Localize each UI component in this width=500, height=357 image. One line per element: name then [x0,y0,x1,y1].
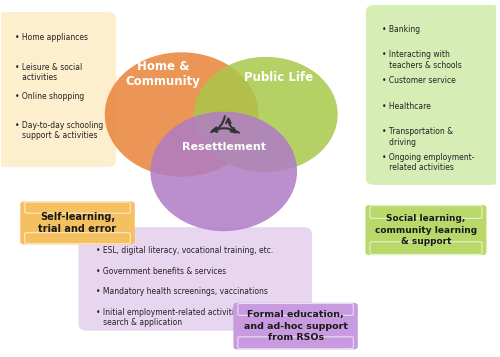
FancyBboxPatch shape [20,201,135,245]
FancyBboxPatch shape [370,242,482,255]
Text: • Mandatory health screenings, vaccinations: • Mandatory health screenings, vaccinati… [96,287,268,296]
Text: • Transportation &
   driving: • Transportation & driving [382,127,453,147]
FancyBboxPatch shape [370,206,482,218]
Text: • Government benefits & services: • Government benefits & services [96,267,226,276]
Text: Self-learning,
trial and error: Self-learning, trial and error [38,212,117,234]
Text: • Customer service: • Customer service [382,76,456,85]
Ellipse shape [150,112,297,231]
Text: • Interacting with
   teachers & schools: • Interacting with teachers & schools [382,50,462,70]
Text: Formal education,
and ad-hoc support
from RSOs: Formal education, and ad-hoc support fro… [244,311,348,342]
Text: • ESL, digital literacy, vocational training, etc.: • ESL, digital literacy, vocational trai… [96,246,274,255]
Text: • Home appliances: • Home appliances [14,34,88,42]
FancyBboxPatch shape [24,233,130,244]
Text: • Banking: • Banking [382,25,420,34]
Text: Home &
Community: Home & Community [126,60,200,87]
FancyBboxPatch shape [238,303,354,315]
Text: • Initial employment-related activities: job
   search & application: • Initial employment-related activities:… [96,308,260,327]
FancyBboxPatch shape [0,12,116,167]
FancyBboxPatch shape [78,227,312,331]
FancyBboxPatch shape [234,303,358,350]
FancyBboxPatch shape [366,205,486,255]
FancyBboxPatch shape [24,202,130,213]
Text: • Online shopping: • Online shopping [14,92,84,101]
Ellipse shape [194,57,338,172]
Text: Social learning,
community learning
& support: Social learning, community learning & su… [375,215,477,246]
FancyBboxPatch shape [366,5,500,185]
Text: Public Life: Public Life [244,71,313,84]
Text: • Day-to-day schooling
   support & activities: • Day-to-day schooling support & activit… [14,121,103,140]
Text: • Leisure & social
   activities: • Leisure & social activities [14,62,82,82]
Text: Resettlement: Resettlement [182,142,266,152]
Ellipse shape [105,52,258,177]
Text: • Healthcare: • Healthcare [382,102,430,111]
Text: • Ongoing employment-
   related activities: • Ongoing employment- related activities [382,153,474,172]
FancyBboxPatch shape [238,337,354,349]
